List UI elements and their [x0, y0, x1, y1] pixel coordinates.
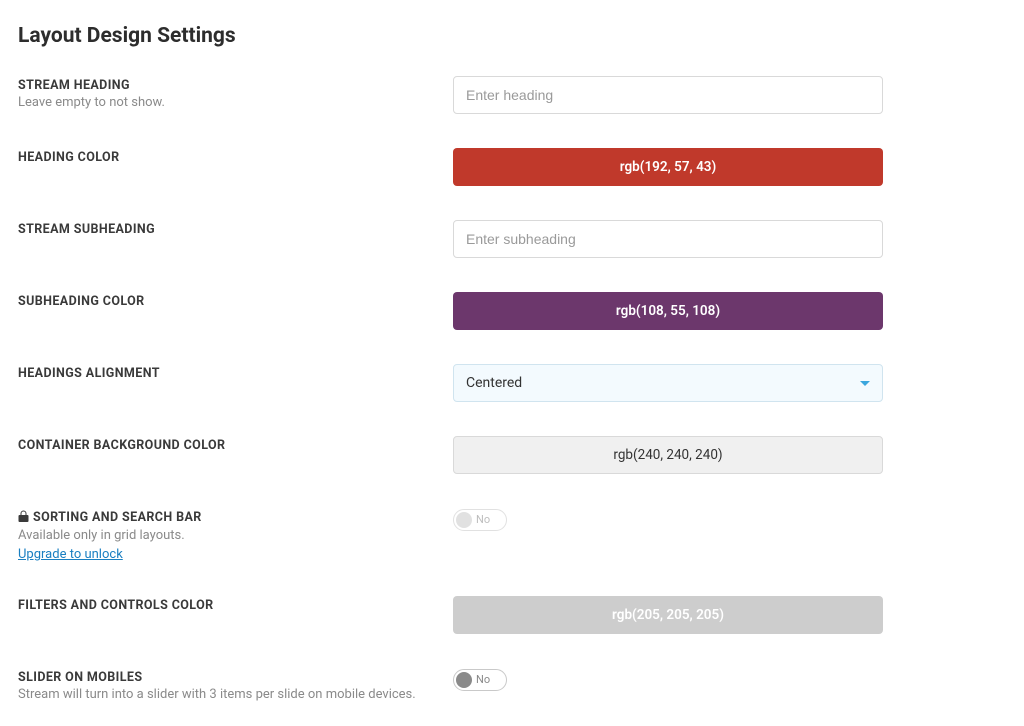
filters-controls-color-picker[interactable]: rgb(205, 205, 205) [453, 596, 883, 634]
label-heading-color: HEADING COLOR [18, 150, 433, 165]
sorting-search-toggle[interactable]: No [453, 509, 507, 531]
row-subheading-color: SUBHEADING COLOR rgb(108, 55, 108) [18, 292, 1006, 330]
container-bg-color-picker[interactable]: rgb(240, 240, 240) [453, 436, 883, 474]
row-stream-heading: STREAM HEADING Leave empty to not show. [18, 76, 1006, 114]
headings-alignment-value: Centered [466, 375, 522, 391]
row-sorting-search: SORTING AND SEARCH BAR Available only in… [18, 508, 1006, 562]
toggle-text: No [476, 673, 490, 686]
label-stream-subheading: STREAM SUBHEADING [18, 222, 433, 237]
toggle-knob-icon [456, 512, 472, 528]
row-slider-mobiles: SLIDER ON MOBILES Stream will turn into … [18, 668, 1006, 702]
label-subheading-color: SUBHEADING COLOR [18, 294, 433, 309]
row-container-bg-color: CONTAINER BACKGROUND COLOR rgb(240, 240,… [18, 436, 1006, 474]
row-filters-controls-color: FILTERS AND CONTROLS COLOR rgb(205, 205,… [18, 596, 1006, 634]
toggle-knob-icon [456, 672, 472, 688]
subheading-color-picker[interactable]: rgb(108, 55, 108) [453, 292, 883, 330]
label-headings-alignment: HEADINGS ALIGNMENT [18, 366, 433, 381]
stream-subheading-input[interactable] [453, 220, 883, 258]
label-stream-heading-sub: Leave empty to not show. [18, 95, 433, 110]
label-stream-heading: STREAM HEADING [18, 78, 433, 93]
row-stream-subheading: STREAM SUBHEADING [18, 220, 1006, 258]
toggle-text: No [476, 513, 490, 526]
lock-icon [18, 510, 29, 526]
headings-alignment-select[interactable]: Centered [453, 364, 883, 402]
label-container-bg-color: CONTAINER BACKGROUND COLOR [18, 438, 433, 453]
label-slider-mobiles-sub: Stream will turn into a slider with 3 it… [18, 687, 433, 702]
heading-color-picker[interactable]: rgb(192, 57, 43) [453, 148, 883, 186]
slider-mobiles-toggle[interactable]: No [453, 669, 507, 691]
row-heading-color: HEADING COLOR rgb(192, 57, 43) [18, 148, 1006, 186]
upgrade-link[interactable]: Upgrade to unlock [18, 547, 123, 562]
row-headings-alignment: HEADINGS ALIGNMENT Centered [18, 364, 1006, 402]
label-slider-mobiles: SLIDER ON MOBILES [18, 670, 433, 685]
label-sorting-search-sub: Available only in grid layouts. [18, 528, 433, 543]
stream-heading-input[interactable] [453, 76, 883, 114]
page-title: Layout Design Settings [18, 24, 1006, 48]
label-sorting-search: SORTING AND SEARCH BAR [18, 510, 433, 526]
label-filters-controls-color: FILTERS AND CONTROLS COLOR [18, 598, 433, 613]
chevron-down-icon [860, 381, 870, 386]
